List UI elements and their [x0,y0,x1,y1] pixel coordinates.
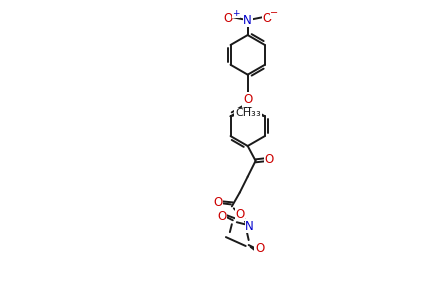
Text: CH₃: CH₃ [234,108,255,118]
Text: O: O [243,93,252,106]
Text: O: O [223,12,232,25]
Text: O: O [213,196,222,209]
Text: N: N [243,14,252,27]
Text: CH₃: CH₃ [240,108,261,118]
Text: −: − [270,8,278,18]
Text: O: O [235,208,244,221]
Text: +: + [231,9,239,18]
Text: N: N [245,220,253,233]
Text: O: O [264,153,273,166]
Text: O: O [262,12,271,25]
Text: O: O [217,210,226,223]
Text: O: O [255,243,264,255]
